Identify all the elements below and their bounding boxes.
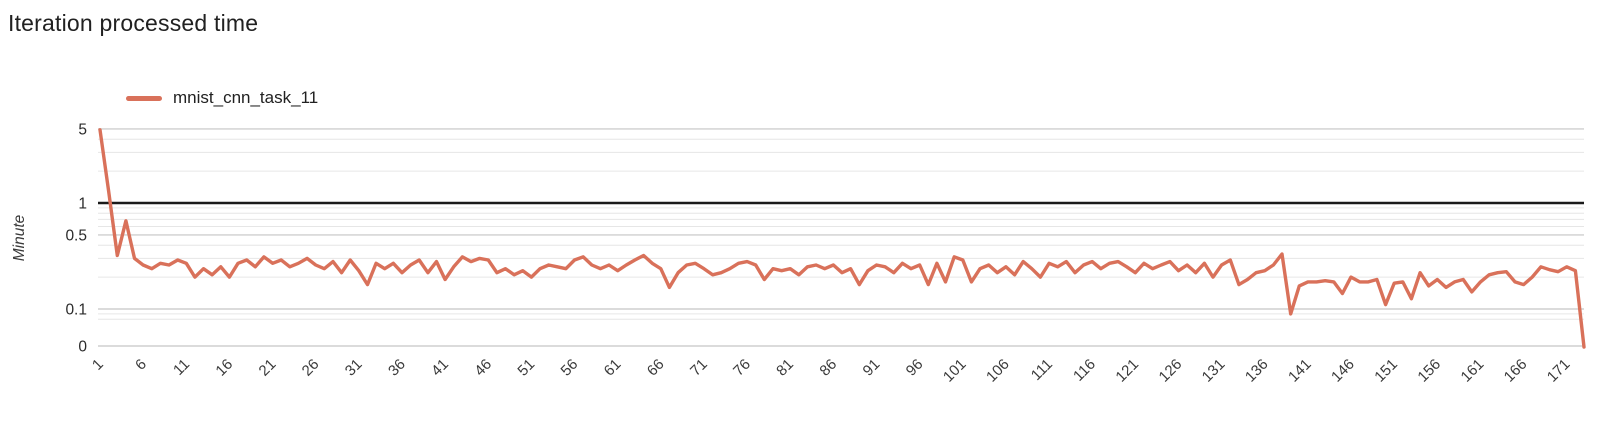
x-tick-label: 171: [1544, 356, 1574, 386]
x-tick-label: 61: [601, 356, 625, 380]
x-tick-label: 51: [514, 356, 538, 380]
x-tick-label: 86: [816, 356, 840, 380]
legend-item[interactable]: mnist_cnn_task_11: [126, 88, 318, 108]
x-tick-label: 36: [385, 356, 409, 380]
x-tick-label: 6: [132, 356, 150, 374]
x-tick-label: 106: [983, 356, 1013, 386]
series-line: [98, 128, 1586, 349]
x-tick-label: 146: [1328, 356, 1358, 386]
chart-title: Iteration processed time: [8, 10, 259, 36]
x-tick-label: 91: [860, 356, 884, 380]
x-axis-tick-labels: 1 6 11 16 21 26 31 36 41 46 51 56 61 66 71 76 81 86 91 96 10…: [89, 356, 1574, 386]
x-tick-label: 11: [170, 356, 193, 379]
x-tick-label: 131: [1199, 356, 1229, 386]
x-tick-label: 71: [687, 356, 711, 380]
y-axis-title: Minute: [11, 214, 28, 261]
x-tick-label: 26: [299, 356, 323, 380]
legend-line-swatch: [126, 95, 162, 101]
series-polyline: [98, 128, 1586, 349]
x-tick-label: 76: [730, 356, 754, 380]
x-tick-label: 56: [558, 356, 582, 380]
y-tick-label: 0.1: [65, 302, 87, 319]
x-tick-label: 16: [212, 356, 236, 380]
x-tick-label: 151: [1371, 356, 1401, 386]
y-tick-label: 5: [78, 121, 87, 138]
legend: mnist_cnn_task_11: [126, 88, 318, 108]
x-tick-label: 141: [1285, 356, 1315, 386]
x-tick-label: 116: [1070, 356, 1099, 385]
minor-gridlines: [98, 138, 1584, 320]
x-tick-label: 1: [89, 356, 107, 374]
x-tick-label: 81: [773, 356, 797, 380]
y-tick-label: 0: [78, 339, 87, 356]
x-tick-label: 166: [1501, 356, 1531, 386]
y-axis-tick-labels: 5 1 0.5 0.1 0: [65, 121, 87, 355]
x-tick-label: 121: [1112, 356, 1142, 386]
x-tick-label: 96: [903, 356, 927, 380]
y-tick-label: 0.5: [65, 227, 87, 244]
x-tick-label: 136: [1242, 356, 1272, 386]
x-tick-label: 161: [1458, 356, 1488, 386]
major-gridlines: [98, 128, 1584, 347]
x-tick-label: 66: [644, 356, 668, 380]
x-tick-label: 31: [342, 356, 366, 380]
x-tick-label: 46: [471, 356, 495, 380]
x-tick-label: 111: [1028, 356, 1056, 384]
x-tick-label: 41: [428, 356, 452, 380]
legend-label: mnist_cnn_task_11: [173, 88, 319, 107]
x-tick-label: 21: [256, 356, 280, 380]
x-tick-label: 126: [1156, 356, 1186, 386]
x-tick-label: 156: [1414, 356, 1444, 386]
x-tick-label: 101: [940, 356, 970, 386]
y-tick-label: 1: [78, 196, 87, 213]
